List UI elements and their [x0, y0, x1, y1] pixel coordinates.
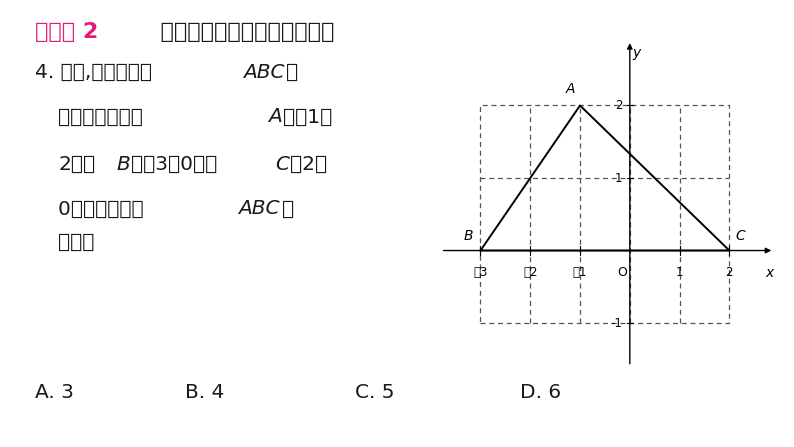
Text: 0），则三角形: 0），则三角形	[58, 199, 148, 219]
Text: -1: -1	[611, 316, 622, 329]
Text: A: A	[565, 82, 575, 96]
Text: B: B	[116, 155, 129, 173]
Text: 的: 的	[282, 63, 298, 81]
Text: 2: 2	[726, 266, 733, 279]
Text: 顶点坐标分别是: 顶点坐标分别是	[58, 107, 147, 127]
Text: C: C	[275, 155, 289, 173]
Text: （－3，0），: （－3，0），	[131, 155, 218, 173]
Text: B: B	[463, 229, 472, 243]
Text: A. 3: A. 3	[35, 383, 74, 401]
Text: O: O	[618, 266, 627, 279]
Text: －2: －2	[523, 266, 538, 279]
Text: 的: 的	[278, 199, 294, 219]
Text: (          ): ( )	[620, 232, 706, 252]
Text: －3: －3	[473, 266, 488, 279]
Text: 1: 1	[615, 172, 622, 185]
Text: ABC: ABC	[238, 199, 279, 219]
Text: ABC: ABC	[243, 63, 284, 81]
Text: 2），: 2），	[58, 155, 95, 173]
Text: 2: 2	[615, 99, 622, 112]
Text: （2，: （2，	[290, 155, 327, 173]
Text: x: x	[765, 266, 773, 280]
Text: 4. 如图,已知三角形: 4. 如图,已知三角形	[35, 63, 156, 81]
Text: B. 4: B. 4	[185, 383, 225, 401]
Text: 平面直角坐标系中的图形面积: 平面直角坐标系中的图形面积	[145, 22, 334, 42]
Text: y: y	[632, 46, 641, 60]
Text: A: A	[268, 107, 282, 127]
Text: C: C	[735, 229, 746, 243]
Text: －1: －1	[572, 266, 588, 279]
Text: 知识点 2: 知识点 2	[35, 22, 98, 42]
Text: （－1，: （－1，	[283, 107, 332, 127]
Text: D. 6: D. 6	[520, 383, 561, 401]
Text: 1: 1	[676, 266, 684, 279]
Text: C. 5: C. 5	[355, 383, 395, 401]
Text: 面积是: 面积是	[58, 232, 94, 252]
